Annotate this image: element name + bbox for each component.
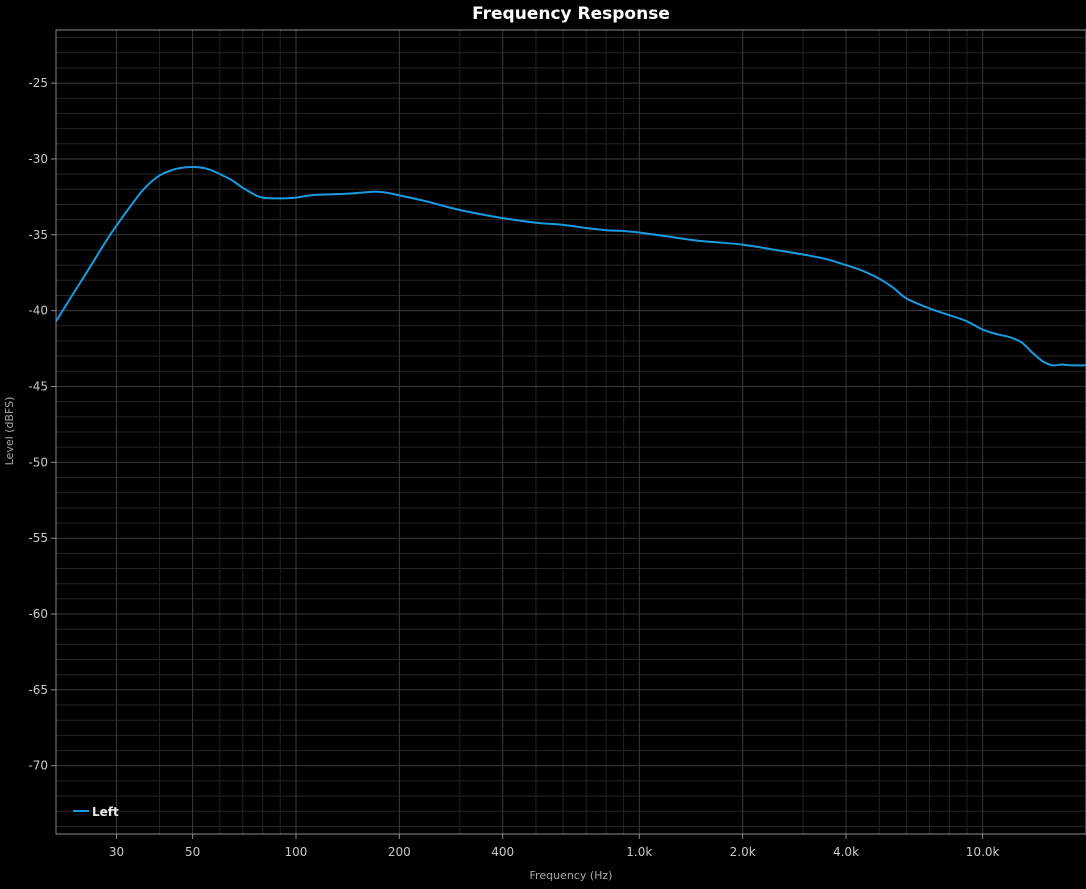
y-tick-label: -50 (28, 455, 48, 469)
x-tick-label: 1.0k (626, 845, 652, 859)
x-tick-label: 10.0k (966, 845, 1000, 859)
x-tick-label: 400 (491, 845, 514, 859)
legend-label-left: Left (92, 805, 119, 819)
x-tick-label: 2.0k (730, 845, 756, 859)
y-tick-label: -45 (28, 379, 48, 393)
legend: Left (73, 805, 119, 819)
y-tick-label: -55 (28, 531, 48, 545)
x-tick-label: 50 (185, 845, 200, 859)
y-tick-label: -25 (28, 76, 48, 90)
y-tick-label: -40 (28, 304, 48, 318)
series-line-left (55, 166, 1086, 367)
grid (55, 30, 1086, 834)
y-tick-labels: -25 -30 -35 -40 -45 -50 -55 -60 -65 -70 (28, 76, 56, 773)
x-tick-labels: 30 50 100 200 400 1.0k 2.0k 4.0k 10.0k (109, 834, 1000, 859)
x-tick-label: 100 (285, 845, 308, 859)
x-tick-label: 200 (388, 845, 411, 859)
x-tick-label: 4.0k (833, 845, 859, 859)
chart-title: Frequency Response (472, 4, 670, 24)
x-axis-label: Frequency (Hz) (530, 869, 613, 882)
y-tick-label: -30 (28, 152, 48, 166)
y-tick-label: -65 (28, 683, 48, 697)
series-layer (55, 166, 1086, 367)
x-tick-label: 30 (109, 845, 124, 859)
y-tick-label: -35 (28, 228, 48, 242)
plot-frame (55, 29, 1086, 835)
y-tick-label: -70 (28, 759, 48, 773)
y-tick-label: -60 (28, 607, 48, 621)
y-axis-label: Level (dBFS) (3, 397, 16, 466)
